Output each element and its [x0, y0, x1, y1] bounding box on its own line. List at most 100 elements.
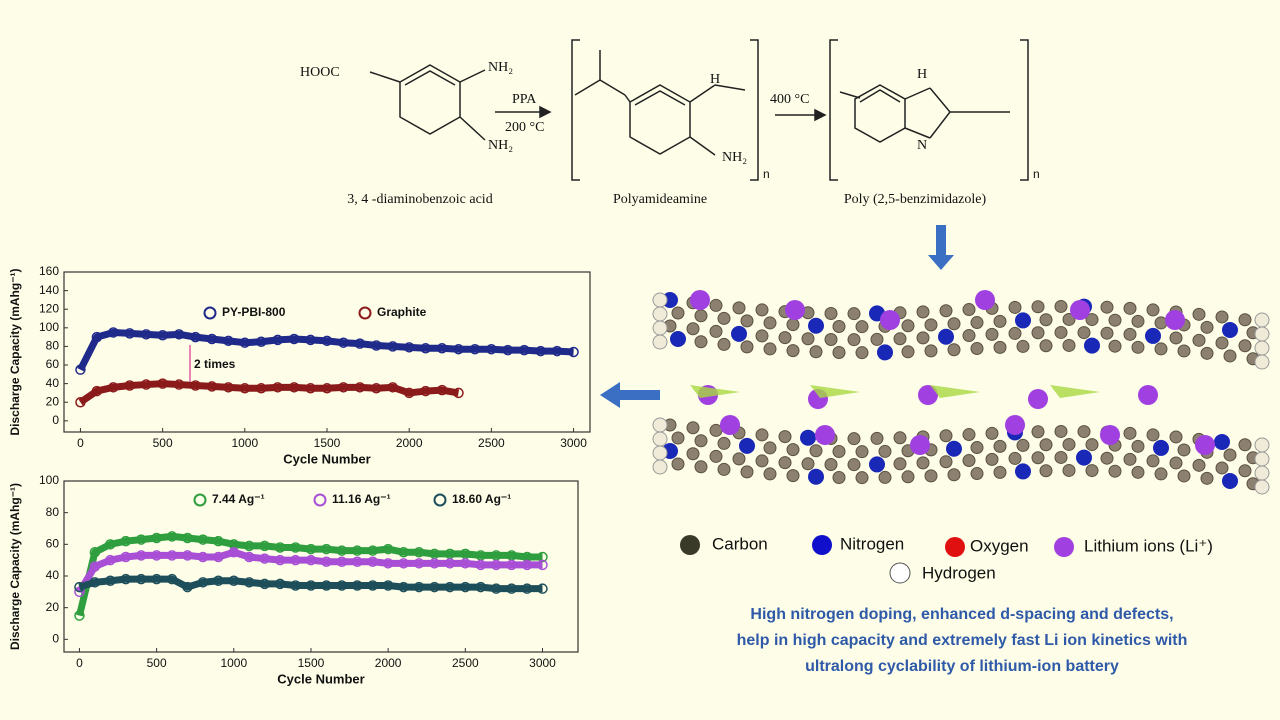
x-tick-label: 1000: [231, 436, 258, 450]
carbon-atom: [1223, 448, 1237, 462]
legend-label: 7.44 Ag⁻¹: [212, 492, 265, 506]
carbon-atom: [901, 470, 915, 484]
carbon-atom: [855, 445, 869, 459]
y-tick-label: 140: [39, 283, 59, 297]
carbon-atom: [709, 298, 723, 312]
data-point: [429, 581, 440, 593]
carbon-atom: [1077, 326, 1091, 340]
carbon-atom: [1192, 307, 1206, 321]
carbon-atom: [855, 320, 869, 334]
carbon-atom: [778, 456, 792, 470]
carbon-atom: [1031, 425, 1045, 439]
carbon-atom: [1123, 426, 1137, 440]
data-point: [352, 556, 363, 567]
carbon-atom: [1031, 326, 1045, 340]
data-point: [338, 337, 349, 348]
carbon-atom: [694, 460, 708, 474]
data-point: [352, 545, 363, 556]
series-line: [76, 548, 543, 594]
series-line: [76, 532, 543, 617]
carbon-atom: [717, 311, 731, 325]
carbon-atom: [1223, 349, 1237, 363]
lithium-ion: [720, 415, 740, 435]
data-point: [124, 380, 135, 391]
x-tick-label: 2500: [452, 656, 479, 670]
carbon-atom: [1215, 336, 1229, 350]
hydrogen-atom: [1254, 312, 1270, 328]
carbon-atom: [939, 304, 953, 318]
data-point: [537, 559, 548, 571]
hydrogen-atom: [1254, 451, 1270, 467]
data-point: [429, 558, 440, 569]
nitrogen-atom: [1153, 439, 1169, 456]
carbon-atom: [755, 303, 769, 317]
y-axis-title: Discharge Capacity (mAhg⁻¹): [8, 483, 22, 650]
data-point: [206, 333, 218, 345]
annotation: 2 times: [194, 357, 236, 371]
data-point: [398, 581, 409, 593]
carbon-atom: [1177, 344, 1191, 358]
data-point: [243, 577, 255, 588]
diffusion-cone: [810, 385, 860, 398]
carbon-atom: [686, 447, 700, 461]
series-line: [78, 380, 460, 406]
y-tick-label: 40: [46, 376, 60, 390]
data-point: [398, 547, 409, 558]
carbon-atom: [801, 457, 815, 471]
atom-label: Carbon: [712, 534, 768, 553]
carbon-atom: [1039, 438, 1053, 452]
data-point: [535, 345, 546, 357]
carbon-atom: [1008, 300, 1022, 314]
carbon-atom: [1039, 339, 1053, 353]
data-point: [398, 558, 409, 569]
data-point: [305, 543, 317, 555]
nitrogen-atom: [938, 328, 954, 345]
carbon-atom: [786, 443, 800, 457]
y-tick-label: 20: [46, 600, 60, 614]
data-point: [135, 550, 147, 561]
nitrogen-atom: [1015, 312, 1031, 329]
carbon-atom: [694, 335, 708, 349]
carbon-atom: [878, 470, 892, 484]
data-point: [413, 547, 425, 558]
data-point: [151, 532, 162, 544]
data-point: [157, 378, 168, 389]
data-point: [436, 384, 448, 396]
data-point: [272, 334, 283, 346]
carbon-atom: [1008, 451, 1022, 465]
atom-label: Nitrogen: [840, 534, 904, 553]
data-point: [239, 337, 251, 348]
data-point: [288, 382, 300, 393]
carbon-atom: [1016, 438, 1030, 452]
carbon-atom: [847, 333, 861, 347]
lithium-ion: [785, 300, 805, 320]
carbon-atom: [924, 318, 938, 332]
data-point: [460, 558, 471, 569]
atom-label: Lithium ions (Li⁺): [1084, 536, 1213, 555]
carbon-atom: [1085, 464, 1099, 478]
data-point: [91, 331, 103, 343]
carbon-atom: [1215, 310, 1229, 324]
series-line: [78, 575, 543, 593]
data-point: [403, 387, 415, 399]
data-point: [74, 586, 85, 598]
carbon-atom: [878, 444, 892, 458]
carbon-atom: [1062, 312, 1076, 326]
data-point: [124, 328, 135, 339]
data-point: [151, 550, 162, 561]
carbon-atom: [809, 444, 823, 458]
hydrogen-atom: [1254, 479, 1270, 495]
reagent-label: NH₂: [722, 150, 747, 165]
nitrogen-atom: [800, 429, 816, 446]
carbon-atom: [694, 309, 708, 323]
carbon-atom: [855, 346, 869, 360]
carbon-atom: [763, 441, 777, 455]
data-point: [338, 382, 349, 393]
carbon-atom: [1238, 438, 1252, 452]
carbon-atom: [939, 429, 953, 443]
lithium-ion: [690, 290, 710, 310]
lithium-ion: [975, 290, 995, 310]
data-point: [140, 379, 152, 390]
condition-label: 200 °C: [505, 120, 544, 135]
